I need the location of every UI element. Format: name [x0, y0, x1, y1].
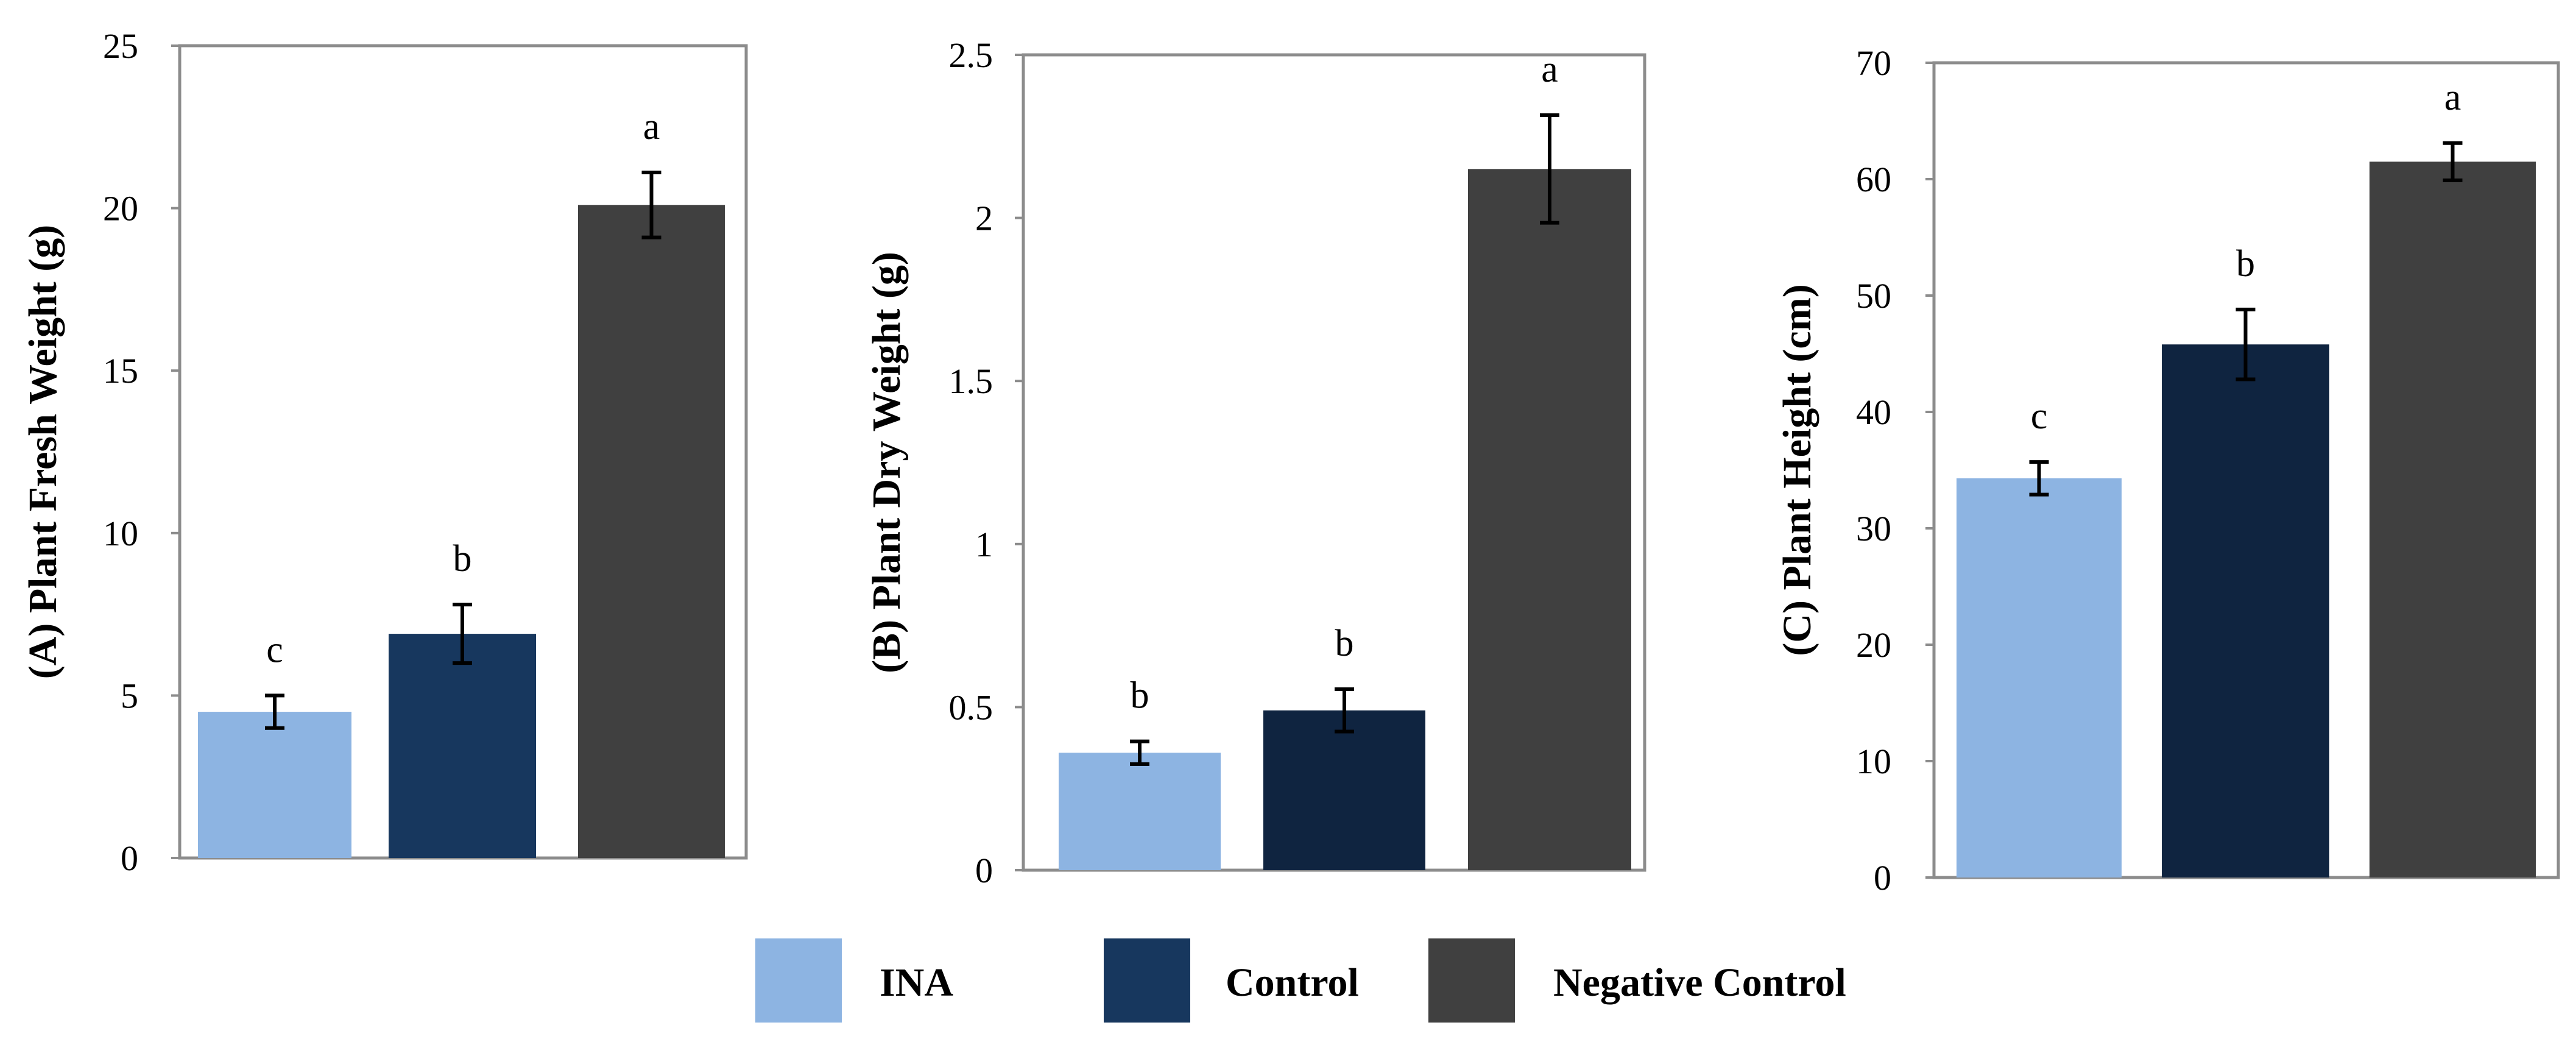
- legend-item-control: Control: [1104, 938, 1359, 1023]
- legend-swatch-control: [1104, 938, 1190, 1023]
- panel-c-bar-control: [2162, 344, 2329, 878]
- panel-b-significance-letter-negative-control: a: [1541, 49, 1558, 90]
- panel-a-y-tick-label: 20: [103, 189, 138, 229]
- panel-c-significance-letter-ina: c: [2031, 395, 2048, 437]
- panel-c-y-tick-label: 30: [1856, 509, 1891, 548]
- panel-b-bar-ina: [1059, 753, 1221, 870]
- panel-c-y-tick-label: 10: [1856, 742, 1891, 781]
- panel-b-bar-control: [1263, 710, 1425, 870]
- panel-c-y-tick-label: 70: [1856, 43, 1891, 83]
- panel-a-significance-letter-control: b: [453, 538, 472, 580]
- panel-a-bar-control: [389, 634, 536, 858]
- panel-c-y-tick-label: 50: [1856, 276, 1891, 316]
- legend-label-ina: INA: [880, 960, 953, 1005]
- panel-a-y-tick-label: 10: [103, 514, 138, 553]
- legend-label-negative-control: Negative Control: [1553, 960, 1846, 1005]
- panel-a-y-axis-label: (A) Plant Fresh Weight (g): [21, 225, 65, 679]
- panel-b-y-tick-label: 0.5: [949, 687, 993, 727]
- panel-c-y-tick-label: 40: [1856, 392, 1891, 432]
- panel-b-significance-letter-ina: b: [1131, 675, 1149, 717]
- panel-a-y-tick-label: 25: [103, 26, 138, 66]
- panel-c-significance-letter-negative-control: a: [2444, 77, 2461, 118]
- panel-b-bar-negative-control: [1468, 169, 1631, 870]
- legend-swatch-negative-control: [1428, 938, 1515, 1023]
- panel-b-y-tick-label: 1: [975, 525, 993, 564]
- panel-a-fresh-weight: (A) Plant Fresh Weight (g) 0 5 10 15 20 25 c b a: [21, 26, 748, 878]
- panel-b-y-tick-label: 1.5: [949, 361, 993, 401]
- panel-a-y-tick-label: 0: [121, 838, 138, 878]
- panel-b-y-axis-label: (B) Plant Dry Weight (g): [864, 252, 909, 673]
- panel-b-y-tick-label: 2.5: [949, 35, 993, 75]
- panel-c-y-tick-label: 60: [1856, 160, 1891, 199]
- panel-b-dry-weight: (B) Plant Dry Weight (g) 0 0.5 1 1.5 2 2.5 b b a: [864, 35, 1646, 890]
- panel-c-bar-ina: [1957, 478, 2122, 878]
- panel-a-significance-letter-ina: c: [266, 629, 283, 670]
- panel-c-y-tick-label: 0: [1874, 858, 1891, 898]
- legend-label-control: Control: [1226, 960, 1359, 1005]
- panel-b-y-tick-label: 0: [975, 851, 993, 890]
- panel-a-bar-negative-control: [578, 205, 725, 858]
- legend: INA Control Negative Control: [755, 938, 1846, 1023]
- legend-swatch-ina: [755, 938, 842, 1023]
- panel-b-significance-letter-control: b: [1335, 623, 1354, 664]
- legend-item-negative-control: Negative Control: [1428, 938, 1846, 1023]
- panel-c-significance-letter-control: b: [2236, 243, 2255, 285]
- panel-c-y-axis-label: (C) Plant Height (cm): [1775, 284, 1819, 656]
- legend-item-ina: INA: [755, 938, 953, 1023]
- panel-c-y-tick-label: 20: [1856, 625, 1891, 665]
- panel-b-y-tick-label: 2: [975, 199, 993, 238]
- panel-c-bar-negative-control: [2370, 161, 2536, 878]
- panel-a-bar-ina: [198, 712, 351, 858]
- panel-a-significance-letter-negative-control: a: [643, 106, 660, 147]
- panel-c-plant-height: (C) Plant Height (cm) 0 10 20 30 40 50 60 70 c b a: [1775, 43, 2560, 898]
- panel-a-y-tick-label: 15: [103, 351, 138, 391]
- panel-a-y-tick-label: 5: [121, 676, 138, 715]
